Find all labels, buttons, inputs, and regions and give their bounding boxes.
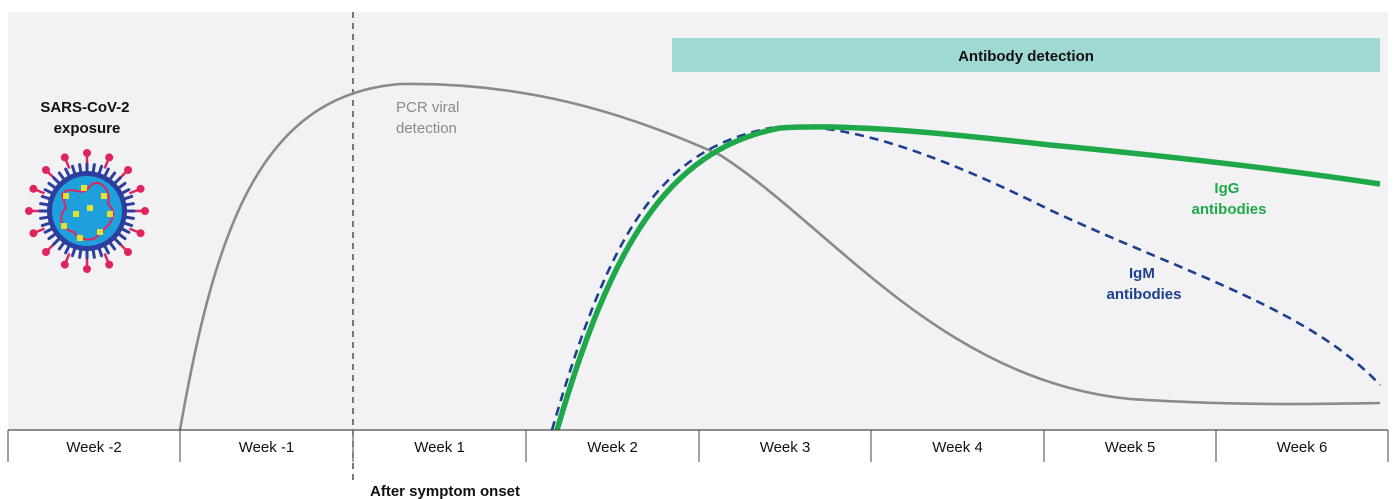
virus-dot	[61, 223, 67, 229]
virus-inner-strand	[60, 181, 114, 241]
igg-antibodies-curve	[554, 124, 1381, 431]
virus-spike-tip	[83, 149, 91, 157]
virus-dot	[87, 205, 93, 211]
plot-background	[8, 12, 1388, 430]
x-tick-label: Week 2	[587, 439, 638, 456]
virus-dot	[63, 193, 69, 199]
virus-dot	[81, 185, 87, 191]
x-tick-label: Week 1	[414, 439, 465, 456]
exposure-label: SARS-CoV-2 exposure	[40, 99, 133, 137]
virus-spike-tip	[60, 260, 69, 269]
x-tick-label: Week -2	[66, 439, 122, 456]
virus-spike-tip	[136, 229, 145, 238]
igg-label-line-2: antibodies	[1191, 201, 1266, 218]
virus-spike-tip	[29, 184, 38, 193]
virus-spike-tip	[105, 260, 114, 269]
virus-spike-tip	[105, 153, 114, 162]
x-axis: Week -2 Week -1 Week 1 Week 2 Week 3 Week 4 We…	[7, 429, 1389, 462]
pcr-label: PCR viral detection	[396, 99, 464, 137]
virus-spike-tip	[41, 165, 50, 174]
pcr-label-line-2: detection	[396, 120, 457, 137]
x-tick-label: Week 4	[932, 439, 983, 456]
x-tick-label: Week 3	[760, 439, 811, 456]
virus-spike-tip	[25, 207, 33, 215]
pcr-label-line-1: PCR viral	[396, 99, 459, 116]
antibody-detection-banner	[672, 38, 1380, 72]
virus-dot	[73, 211, 79, 217]
virus-dot	[97, 229, 103, 235]
igg-label-line-1: IgG	[1214, 180, 1239, 197]
virus-dot	[107, 211, 113, 217]
antibody-detection-label: Antibody detection	[958, 48, 1094, 65]
virus-spike-tip	[141, 207, 149, 215]
igm-antibodies-curve	[550, 125, 1381, 431]
exposure-label-line-1: SARS-CoV-2	[40, 99, 129, 116]
virus-spike-tip	[29, 229, 38, 238]
virus-spike-tip	[83, 265, 91, 273]
x-tick-label: Week 6	[1277, 439, 1328, 456]
igm-label-line-1: IgM	[1129, 265, 1155, 282]
exposure-label-line-2: exposure	[54, 120, 121, 137]
virus-spike-tip	[136, 184, 145, 193]
symptom-onset-label: After symptom onset	[370, 483, 520, 499]
virus-spike-tip	[41, 248, 50, 257]
virus-spike-tip	[124, 165, 133, 174]
virus-dot	[77, 235, 83, 241]
virus-spike-tip	[60, 153, 69, 162]
virus-spike-tip	[124, 248, 133, 257]
x-tick-label: Week 5	[1105, 439, 1156, 456]
virus-icon	[25, 149, 149, 273]
x-tick-label: Week -1	[239, 439, 295, 456]
igm-label: IgM antibodies	[1106, 265, 1181, 303]
igg-label: IgG antibodies	[1191, 180, 1266, 218]
virus-dot	[101, 193, 107, 199]
igm-label-line-2: antibodies	[1106, 286, 1181, 303]
